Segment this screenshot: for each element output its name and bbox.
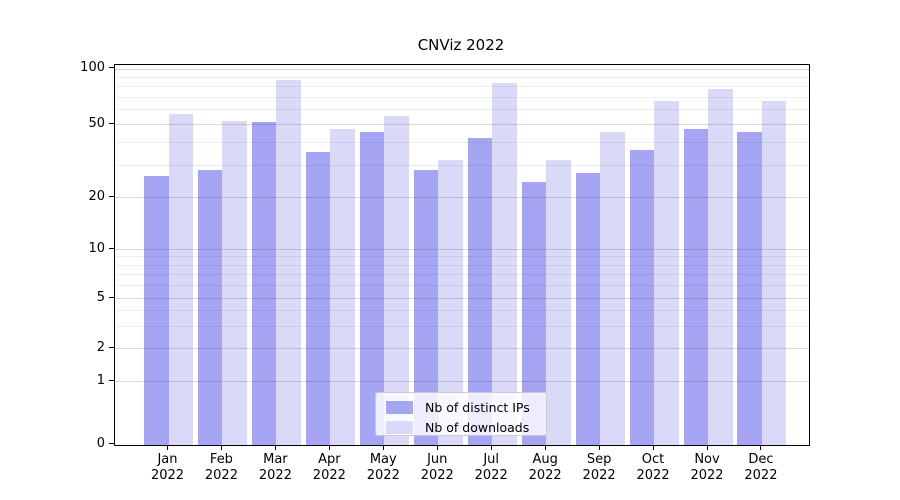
gridline-major: [115, 381, 809, 382]
x-axis-tick-mark: [544, 444, 546, 450]
x-axis-tick-mark: [220, 444, 222, 450]
bar-distinct-ips-apr: [305, 152, 331, 445]
x-axis-tick-mark: [167, 444, 168, 450]
x-axis-tick-label: Mar 2022: [258, 451, 292, 483]
y-axis-tick-mark: [109, 443, 114, 444]
gridline-major: [115, 298, 809, 299]
plot-area: [114, 64, 810, 446]
y-axis-tick-mark: [109, 379, 114, 381]
y-axis-tick-mark: [109, 346, 114, 348]
gridline-minor: [115, 86, 809, 88]
bar-downloads-apr: [330, 128, 355, 445]
gridline-minor: [115, 310, 809, 312]
bar-downloads-mar: [276, 79, 301, 445]
bar-downloads-aug: [546, 159, 571, 445]
x-axis-tick-mark: [436, 444, 438, 450]
x-axis-tick-label: Jan 2022: [150, 451, 185, 483]
legend: Nb of distinct IPs Nb of downloads: [375, 392, 547, 436]
x-axis-tick-label: Nov 2022: [690, 451, 724, 483]
y-axis-tick-label: 0: [96, 436, 105, 451]
bar-distinct-ips-sep: [575, 173, 601, 445]
y-axis-tick-mark: [109, 296, 114, 298]
gridline-minor: [115, 274, 809, 276]
chart-title: CNViz 2022: [417, 36, 505, 54]
gridline-minor: [115, 76, 809, 78]
gridline-minor: [115, 285, 809, 287]
x-axis-tick-mark: [490, 444, 492, 450]
legend-swatch-downloads: [386, 420, 413, 434]
legend-swatch-distinct-ips: [386, 400, 413, 414]
x-axis-tick-mark: [328, 444, 330, 450]
bar-distinct-ips-oct: [629, 150, 655, 445]
x-axis-tick-label: Jun 2022: [420, 451, 454, 483]
bar-downloads-may: [384, 116, 409, 445]
y-axis-tick-label: 1: [96, 372, 105, 388]
gridline-minor: [115, 325, 809, 327]
gridline-minor: [115, 141, 809, 143]
x-axis-tick-label: Dec 2022: [744, 451, 778, 483]
y-axis-tick-mark: [109, 195, 114, 197]
y-axis-tick-mark: [109, 247, 114, 249]
y-axis-tick-mark: [109, 67, 114, 68]
y-axis-tick-label: 50: [88, 115, 105, 131]
x-axis-tick-label: Apr 2022: [312, 451, 346, 483]
x-axis-tick-mark: [706, 444, 708, 450]
y-axis-tick-label: 2: [96, 339, 105, 355]
bar-downloads-dec: [761, 100, 787, 445]
x-axis-tick-label: Jul 2022: [474, 451, 508, 483]
bar-distinct-ips-feb: [197, 170, 223, 445]
bar-downloads-oct: [654, 100, 679, 445]
bar-downloads-sep: [600, 132, 625, 445]
bar-distinct-ips-nov: [683, 128, 708, 445]
bar-distinct-ips-jan: [144, 176, 169, 445]
x-axis-tick-label: Aug 2022: [528, 451, 562, 483]
y-axis-tick-mark: [109, 122, 114, 124]
gridline-minor: [115, 264, 809, 266]
y-axis-tick-label: 10: [88, 240, 105, 256]
gridline-major: [115, 249, 809, 250]
bar-downloads-nov: [708, 89, 733, 445]
x-axis-tick-label: Sep 2022: [582, 451, 616, 483]
x-axis-tick-label: Feb 2022: [204, 451, 238, 483]
gridline-major: [115, 124, 809, 125]
y-axis-tick-label: 20: [88, 188, 105, 204]
legend-item-distinct-ips: Nb of distinct IPs: [376, 399, 546, 415]
bar-downloads-jan: [168, 113, 193, 445]
gridline-major: [115, 68, 809, 70]
x-axis-tick-mark: [652, 444, 654, 450]
x-axis-tick-label: Oct 2022: [636, 451, 670, 483]
x-axis-tick-label: May 2022: [366, 451, 400, 483]
y-axis-tick-label: 5: [96, 289, 105, 305]
gridline-minor: [115, 97, 809, 99]
legend-label-distinct-ips: Nb of distinct IPs: [425, 399, 530, 415]
x-axis-tick-mark: [382, 444, 384, 450]
legend-label-downloads: Nb of downloads: [425, 419, 530, 435]
gridline-minor: [115, 164, 809, 166]
gridline-minor: [115, 109, 809, 111]
bar-distinct-ips-dec: [737, 132, 762, 445]
gridline-minor: [115, 256, 809, 258]
legend-item-downloads: Nb of downloads: [376, 419, 546, 435]
bar-downloads-jul: [492, 83, 517, 445]
bar-downloads-feb: [222, 120, 247, 445]
x-axis-tick-mark: [760, 444, 762, 450]
x-axis-tick-mark: [274, 444, 276, 450]
gridline-major: [115, 197, 809, 198]
gridline-major: [115, 348, 809, 349]
x-axis-tick-mark: [598, 444, 600, 450]
y-axis-tick-label: 100: [80, 60, 105, 75]
bar-distinct-ips-mar: [251, 122, 277, 445]
